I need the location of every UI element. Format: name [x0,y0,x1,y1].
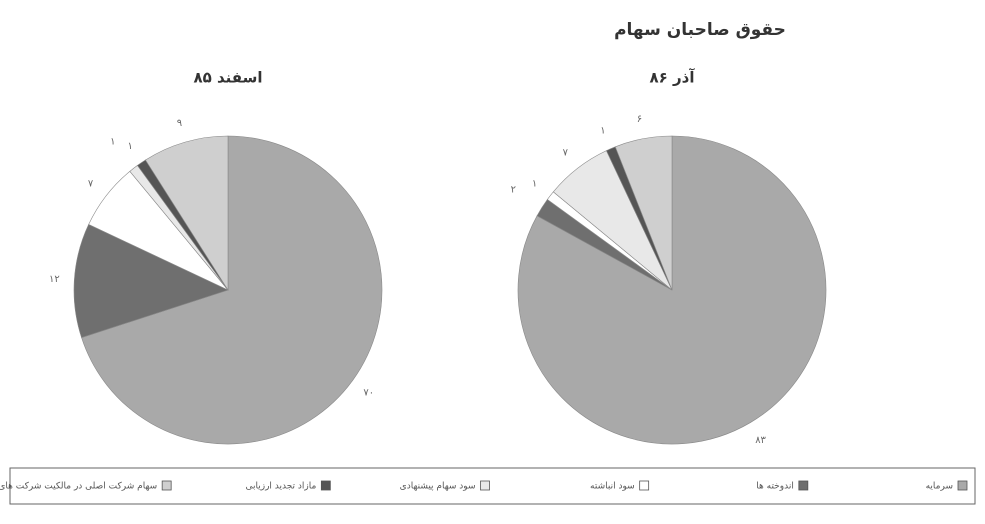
legend-label: مازاد تجدید ارزیابی [245,482,316,492]
data-label: ۲ [511,184,516,195]
data-label: ۱ [128,141,133,152]
legend-swatch [320,480,331,491]
pie-slice [145,135,229,292]
legend-swatch [798,480,809,491]
data-label: ۱ [110,136,115,147]
chart-title: حقوق صاحبان سهام [614,20,786,40]
data-label: ۷ [563,148,569,159]
data-label: ۸۳ [755,435,766,446]
legend-label: سود انباشته [590,482,635,492]
legend-swatch [480,480,490,491]
data-label: ۷۰ [363,387,374,398]
data-label: ۶ [637,114,642,125]
data-label: ۱ [532,178,537,189]
data-label: ۷ [88,178,94,189]
pie-subtitle: اسفند ۸۵ [193,69,262,87]
pie-slice [81,135,383,445]
legend-label: سرمایه [926,482,953,492]
legend-label: سود سهام پیشنهادی [400,482,476,492]
legend-label: اندوخته ها [756,482,794,492]
pie-subtitle: آذر ۸۶ [649,69,695,87]
legend-swatch [161,480,172,491]
data-label: ۹ [177,118,182,129]
data-label: ۱۲ [49,274,60,285]
legend-label: سهام شرکت اصلی در مالکیت شرکت های فرعی [0,482,157,492]
legend-swatch [639,480,650,491]
legend-swatch [957,480,968,491]
pie-slice [614,135,673,291]
legend-box [9,467,976,505]
pie-slice [73,224,229,338]
data-label: ۱ [600,125,605,136]
